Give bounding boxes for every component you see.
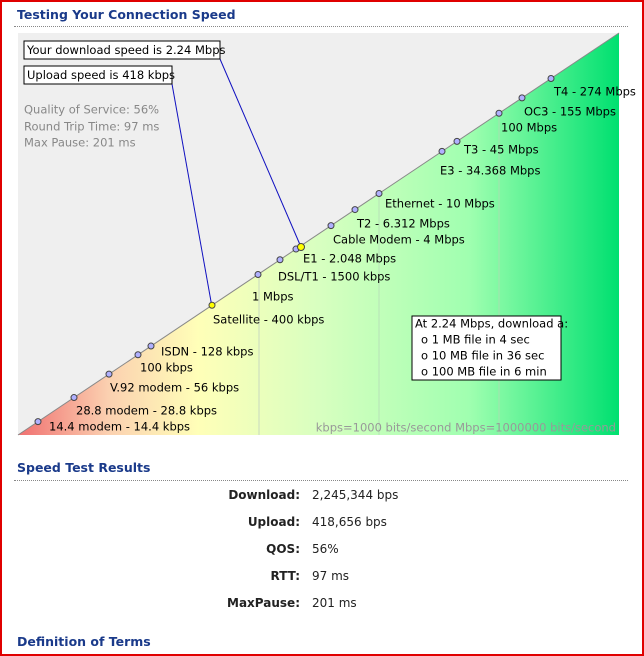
result-row: Upload: 418,656 bps [2,515,642,531]
speed-label: Cable Modem - 4 Mbps [333,233,465,247]
result-row: Download: 2,245,344 bps [2,488,642,504]
callout-box [23,40,221,60]
result-value: 97 ms [312,569,350,583]
upload-callout: Upload speed is 418 kbps [27,68,175,82]
footnote: kbps=1000 bits/second Mbps=1000000 bits/… [316,421,616,435]
speed-marker [105,370,113,378]
speed-label: E1 - 2.048 Mbps [303,252,396,266]
speed-label: 100 Mbps [501,121,557,135]
result-row: MaxPause: 201 ms [2,596,642,612]
speed-label: 14.4 modem - 14.4 kbps [49,420,190,434]
speed-label: Ethernet - 10 Mbps [385,197,495,211]
speed-label: Satellite - 400 kbps [213,313,324,327]
diagonal [17,32,620,436]
result-row: QOS: 56% [2,542,642,558]
speed-marker [375,190,383,198]
speed-marker [134,351,142,359]
result-row: RTT: 97 ms [2,569,642,585]
result-value: 2,245,344 bps [312,488,399,502]
info-item: o 10 MB file in 36 sec [421,349,544,363]
speed-marker [453,137,461,145]
info-title: At 2.24 Mbps, download a: [415,317,568,331]
speed-marker [254,270,262,278]
speed-graph: 14.4 modem - 14.4 kbps 28.8 modem - 28.8 … [17,32,636,436]
download-callout: Your download speed is 2.24 Mbps [26,43,225,57]
result-label: RTT: [270,569,301,583]
speed-marker [518,94,526,102]
callout-box [23,65,173,85]
speed-label: V.92 modem - 56 kbps [110,381,239,395]
stat: Max Pause: 201 ms [24,136,136,150]
speed-label: E3 - 34.368 Mbps [440,164,540,178]
speed-label: T4 - 274 Mbps [553,85,636,99]
speed-marker [276,256,284,264]
speed-marker [547,74,555,82]
info-item: o 100 MB file in 6 min [421,365,547,379]
speed-label: DSL/T1 - 1500 kbps [278,270,390,284]
speed-marker [351,206,359,214]
info-item: o 1 MB file in 4 sec [421,333,530,347]
speed-label: 100 kbps [140,361,193,375]
info-box [411,315,562,381]
upload-pointer [171,83,213,308]
section-title: Speed Test Results [17,460,151,475]
speed-marker [70,394,78,402]
speed-marker [327,222,335,230]
stat: Round Trip Time: 97 ms [24,120,159,134]
stat: Quality of Service: 56% [24,103,159,117]
result-label: MaxPause: [227,596,300,610]
speed-marker [34,418,42,426]
divider [14,26,628,27]
speed-label: T2 - 6.312 Mbps [356,217,450,231]
result-value: 201 ms [312,596,357,610]
download-marker [297,243,305,251]
speed-marker [438,147,446,155]
speed-label: 1 Mbps [252,290,294,304]
speed-label: OC3 - 155 Mbps [524,105,616,119]
speed-marker [495,109,503,117]
speed-marker [208,301,216,309]
download-pointer [219,58,302,248]
section-title: Definition of Terms [17,634,151,649]
speed-marker [147,342,155,350]
result-label: Download: [228,488,300,502]
speed-label: T3 - 45 Mbps [463,143,539,157]
divider [14,480,628,481]
speed-label: ISDN - 128 kbps [161,345,253,359]
result-value: 418,656 bps [312,515,387,529]
result-value: 56% [312,542,339,556]
section-title: Testing Your Connection Speed [17,7,236,22]
result-label: QOS: [266,542,300,556]
speed-label: 28.8 modem - 28.8 kbps [76,404,217,418]
result-label: Upload: [247,515,300,529]
